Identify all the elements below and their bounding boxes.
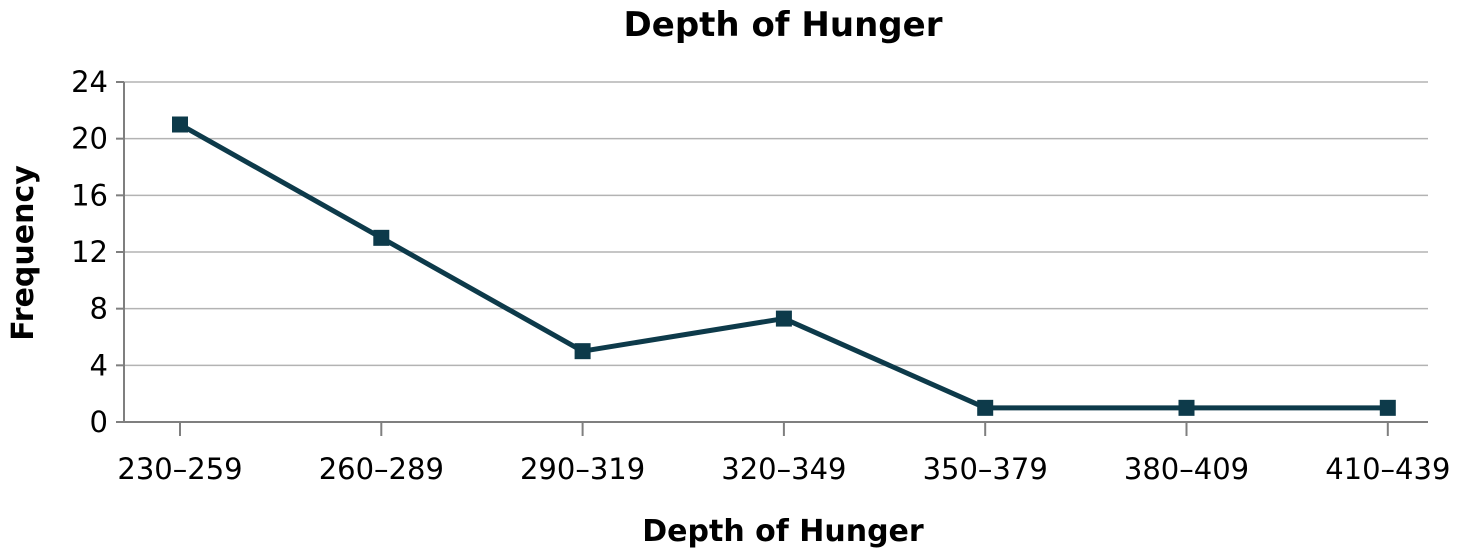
data-point-marker — [373, 229, 390, 246]
y-axis-tick-labels: 0 4 8 12 16 20 24 — [71, 65, 108, 439]
x-tick-label: 230–259 — [117, 452, 242, 486]
y-tick-label: 24 — [71, 65, 108, 99]
x-tick-label: 260–289 — [319, 452, 444, 486]
x-axis-tick-labels: 230–259 260–289 290–319 320–349 350–379 380–4… — [117, 452, 1450, 486]
y-tick-label: 0 — [90, 405, 108, 439]
data-point-marker — [574, 343, 591, 360]
data-point-marker — [977, 399, 994, 416]
data-point-marker — [775, 310, 792, 327]
y-tick-label: 16 — [71, 178, 108, 212]
axes — [116, 81, 1428, 436]
y-tick-label: 4 — [90, 348, 108, 382]
x-tick-label: 320–349 — [721, 452, 846, 486]
data-series — [172, 116, 1396, 416]
gridlines — [124, 81, 1428, 367]
x-tick-label: 410–439 — [1325, 452, 1450, 486]
y-tick-label: 12 — [71, 235, 108, 269]
x-tick-label: 350–379 — [923, 452, 1048, 486]
y-tick-label: 8 — [90, 292, 108, 326]
y-tick-label: 20 — [71, 122, 108, 156]
chart-title: Depth of Hunger — [624, 5, 943, 45]
x-tick-label: 290–319 — [520, 452, 645, 486]
y-axis-title: Frequency — [6, 165, 41, 341]
x-axis-title: Depth of Hunger — [642, 514, 924, 549]
data-point-marker — [172, 116, 188, 133]
data-point-marker — [1178, 399, 1195, 416]
data-point-marker — [1379, 399, 1396, 416]
x-tick-label: 380–409 — [1124, 452, 1249, 486]
